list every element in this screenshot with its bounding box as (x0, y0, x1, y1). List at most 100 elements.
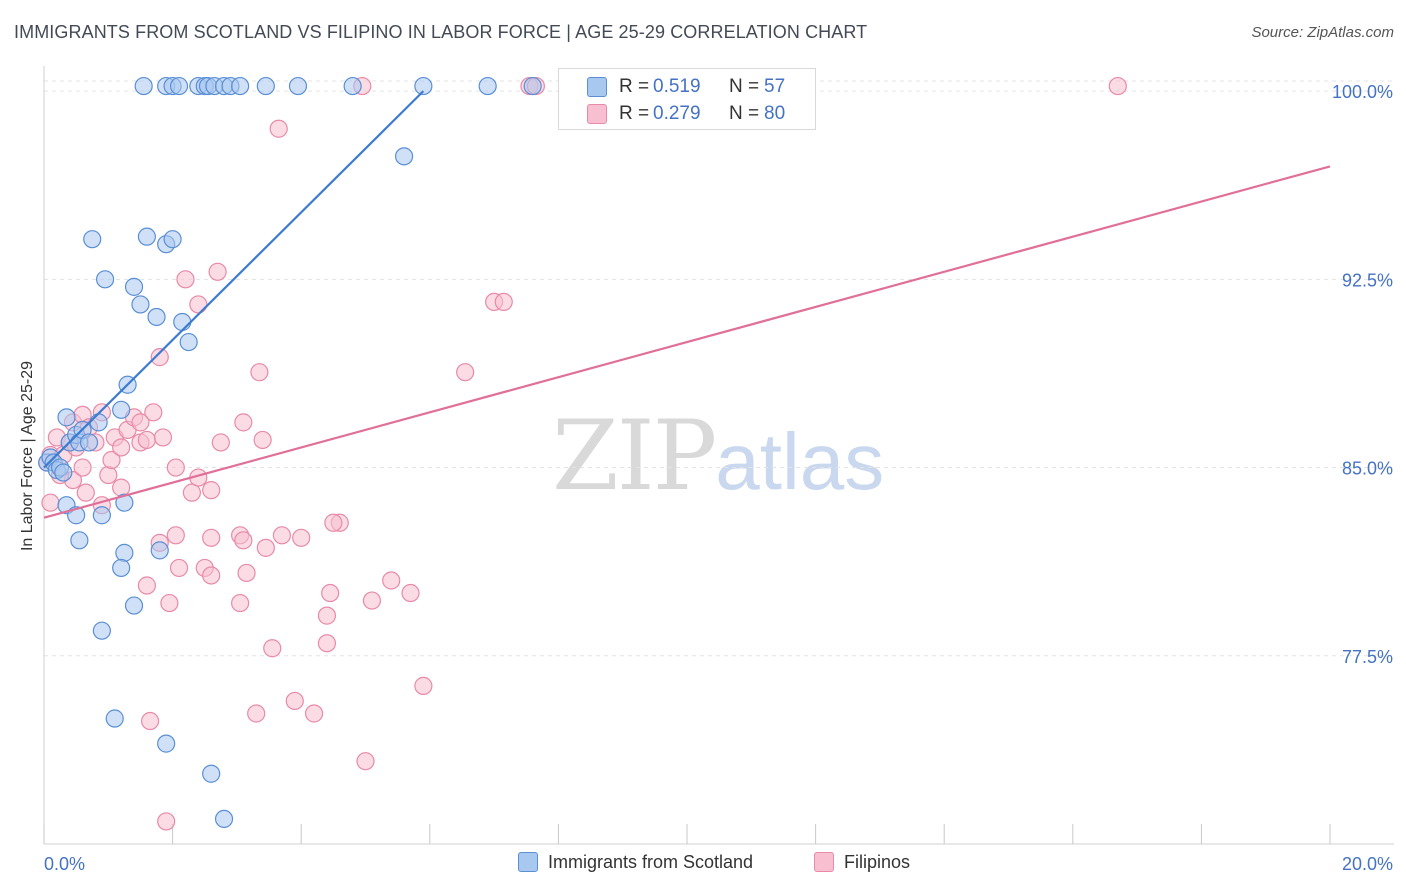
point-filipinos (112, 478, 131, 497)
point-filipinos (202, 566, 221, 585)
point-filipinos (253, 430, 272, 450)
r-value-scotland: 0.519 (653, 76, 701, 97)
point-filipinos (208, 262, 227, 281)
point-filipinos (304, 704, 324, 723)
point-scotland (92, 621, 111, 640)
point-filipinos (231, 593, 250, 613)
legend-label-scotland: Immigrants from Scotland (548, 852, 754, 872)
point-scotland (124, 277, 144, 296)
point-filipinos (285, 691, 304, 711)
legend-swatch-filipinos (814, 852, 834, 872)
point-scotland (288, 76, 308, 96)
point-scotland (173, 312, 192, 332)
point-filipinos (166, 458, 185, 477)
point-scotland (231, 76, 250, 96)
point-filipinos (321, 583, 340, 603)
point-scotland (478, 76, 497, 96)
point-filipinos (356, 752, 375, 771)
point-scotland (89, 413, 108, 432)
point-filipinos (414, 676, 433, 695)
point-filipinos (382, 571, 401, 590)
point-filipinos (269, 119, 288, 138)
point-filipinos (137, 576, 156, 595)
point-filipinos (112, 438, 131, 457)
n-label: N = (729, 103, 760, 124)
point-filipinos (272, 526, 292, 545)
point-filipinos (102, 450, 121, 470)
point-filipinos (324, 513, 343, 532)
point-filipinos (256, 538, 275, 557)
point-scotland (95, 270, 115, 289)
watermark-atlas: atlas (715, 417, 885, 506)
point-filipinos (41, 493, 60, 512)
point-scotland (112, 400, 131, 419)
legend-item-scotland: Immigrants from Scotland (518, 852, 753, 873)
point-filipinos (169, 558, 189, 578)
r-label: R = (619, 76, 650, 97)
point-scotland (523, 76, 542, 96)
point-filipinos (182, 483, 201, 502)
point-filipinos (317, 634, 337, 653)
point-filipinos (202, 528, 221, 547)
point-scotland (179, 332, 198, 352)
stats-legend-box: R = 0.519 N = 57 R = 0.279 N = 80 (558, 68, 816, 130)
point-filipinos (494, 292, 513, 312)
filipinos-swatch (587, 104, 607, 124)
trend-line-filipinos (43, 165, 1331, 519)
point-scotland (169, 76, 189, 96)
point-filipinos (234, 531, 253, 550)
point-filipinos (234, 413, 253, 432)
x-tick-label: 0.0% (44, 854, 85, 874)
legend-label-filipinos: Filipinos (844, 852, 911, 872)
point-filipinos (263, 639, 282, 658)
point-scotland (115, 543, 134, 562)
y-tick-label: 77.5% (1342, 647, 1393, 667)
legend-swatch-scotland (518, 852, 538, 872)
chart-title: IMMIGRANTS FROM SCOTLAND VS FILIPINO IN … (14, 22, 868, 42)
point-scotland (137, 227, 156, 246)
r-value-filipinos: 0.279 (653, 103, 701, 124)
point-scotland (70, 531, 89, 550)
point-filipinos (153, 428, 173, 447)
n-value-filipinos: 80 (764, 103, 786, 124)
point-scotland (54, 463, 73, 482)
point-filipinos (160, 593, 179, 613)
point-scotland (414, 76, 433, 96)
point-scotland (150, 541, 169, 560)
point-scotland (124, 596, 144, 615)
scotland-swatch (587, 77, 607, 97)
point-filipinos (137, 430, 156, 450)
point-scotland (79, 433, 99, 452)
point-filipinos (73, 458, 92, 477)
point-scotland (134, 76, 153, 96)
point-filipinos (292, 528, 311, 547)
point-filipinos (1108, 76, 1127, 96)
point-filipinos (250, 363, 269, 382)
point-filipinos (76, 483, 95, 502)
stats-row-filipinos: R = 0.279 N = 80 (559, 101, 815, 127)
trend-line-scotland (43, 90, 425, 469)
point-scotland (157, 734, 176, 753)
point-scotland (202, 764, 221, 783)
point-filipinos (144, 403, 163, 422)
y-tick-label: 100.0% (1332, 82, 1393, 102)
point-scotland (394, 147, 414, 166)
point-filipinos (317, 606, 337, 625)
point-filipinos (456, 363, 475, 382)
point-filipinos (166, 526, 185, 545)
point-scotland (147, 307, 166, 327)
point-scotland (131, 295, 150, 314)
point-filipinos (176, 270, 195, 289)
point-filipinos (189, 295, 208, 314)
y-tick-label: 92.5% (1342, 270, 1393, 290)
point-scotland (92, 506, 111, 525)
x-tick-label: 20.0% (1342, 854, 1393, 874)
legend-item-filipinos: Filipinos (814, 852, 910, 873)
point-filipinos (131, 413, 150, 432)
chart-source: Source: ZipAtlas.com (1251, 24, 1394, 41)
point-filipinos (150, 348, 169, 367)
series-filipinos (38, 76, 1127, 831)
point-scotland (343, 76, 362, 96)
point-filipinos (140, 711, 160, 731)
